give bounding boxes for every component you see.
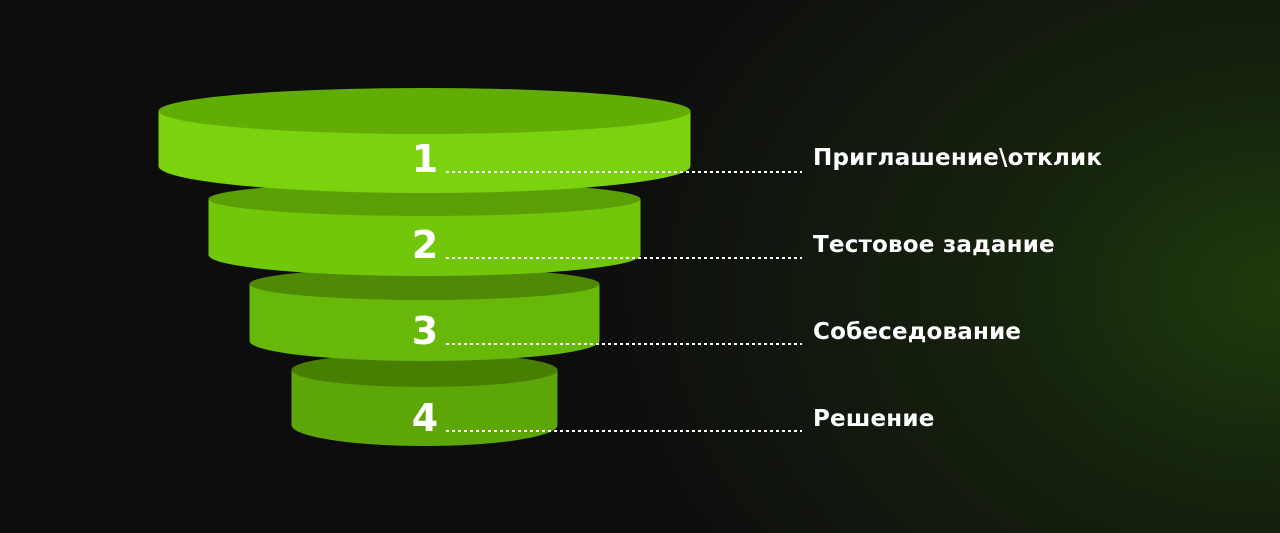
stage-label-2: Тестовое задание [813,232,1055,258]
funnel-stage-2: 2 [208,182,802,276]
funnel-stage-1: 1 [158,88,802,193]
stage-top [249,268,600,300]
stage-number: 4 [412,396,438,440]
stage-number: 2 [412,223,438,267]
funnel-stage-4: 4 [291,353,802,447]
stage-side [291,370,558,447]
stage-side [208,199,641,276]
stage-side [158,111,691,193]
stage-number: 3 [412,309,438,353]
stage-top [291,353,558,387]
stage-number: 1 [412,137,438,181]
stage-label-1: Приглашение\отклик [813,145,1103,171]
stage-side [249,284,600,362]
stage-label-4: Решение [813,406,935,432]
stage-top [158,88,691,134]
stage-label-3: Собеседование [813,319,1022,345]
funnel-stage-3: 3 [249,268,802,362]
